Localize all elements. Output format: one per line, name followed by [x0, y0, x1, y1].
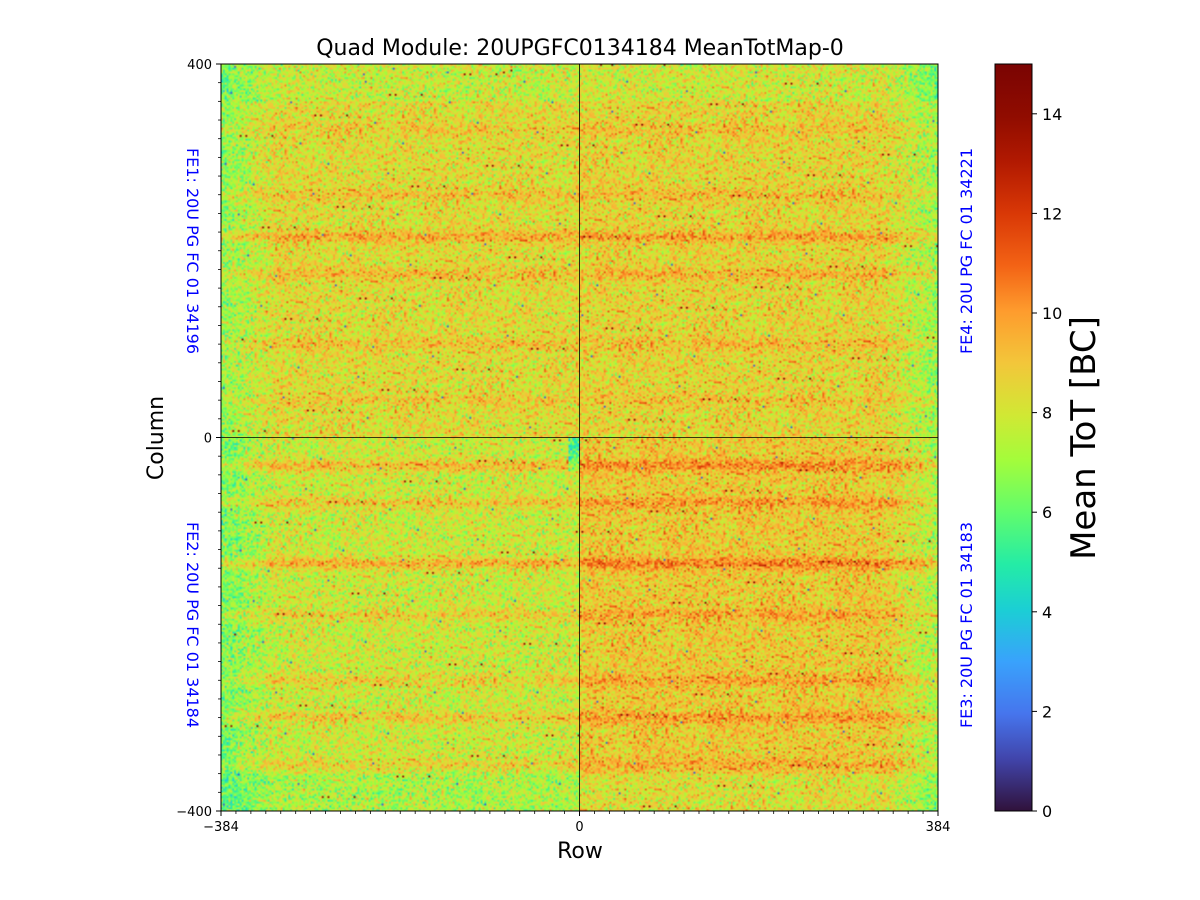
y-tick-label: −400	[176, 805, 212, 820]
colorbar	[994, 63, 1033, 812]
colorbar-tick-label: 2	[1042, 702, 1052, 721]
colorbar-tick-label: 0	[1042, 802, 1052, 821]
fe4-label: FE4: 20U PG FC 01 34221	[957, 148, 976, 354]
x-axis-label: Row	[557, 839, 603, 864]
colorbar-tick-label: 4	[1042, 603, 1052, 622]
x-axis-ticks: −384 0 384	[203, 811, 950, 835]
fe2-label: FE2: 20U PG FC 01 34184	[183, 522, 202, 728]
minor-ticks	[218, 63, 939, 814]
y-tick-label: 0	[204, 432, 212, 447]
x-tick-label: 0	[575, 820, 583, 835]
colorbar-tick-label: 12	[1042, 204, 1062, 223]
fe3-label: FE3: 20U PG FC 01 34183	[957, 522, 976, 728]
colorbar-tick-label: 8	[1042, 404, 1052, 423]
y-axis-label: Column	[144, 396, 169, 480]
y-tick-label: 400	[187, 58, 212, 73]
colorbar-tick-label: 10	[1042, 304, 1062, 323]
x-tick-label: 384	[926, 820, 951, 835]
colorbar-label: Mean ToT [BC]	[1064, 316, 1104, 560]
heatmap-plot-area	[220, 63, 939, 812]
colorbar-tick-label: 6	[1042, 503, 1052, 522]
chart-title: Quad Module: 20UPGFC0134184 MeanTotMap-0	[316, 36, 844, 61]
y-axis-ticks: 400 0 −400	[176, 58, 221, 820]
colorbar-ticks: 0 2 4 6 8 10 12 14	[1032, 105, 1062, 821]
fe1-label: FE1: 20U PG FC 01 34196	[183, 148, 202, 354]
x-tick-label: −384	[203, 820, 239, 835]
colorbar-tick-label: 14	[1042, 105, 1062, 124]
